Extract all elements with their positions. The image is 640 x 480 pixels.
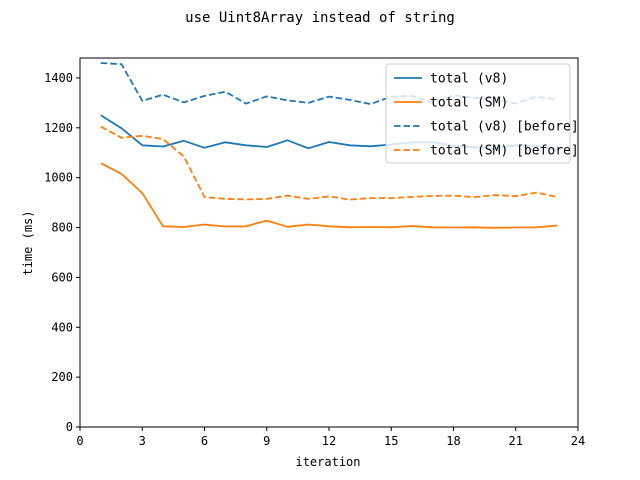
y-tick-label: 1000 — [44, 171, 73, 185]
x-tick-label: 18 — [446, 434, 460, 448]
series-line-2 — [100, 62, 558, 105]
x-tick-label: 0 — [76, 434, 83, 448]
y-tick-label: 0 — [66, 420, 73, 434]
y-tick-label: 1400 — [44, 71, 73, 85]
legend-label-0: total (v8) — [430, 72, 508, 87]
x-tick-label: 15 — [384, 434, 398, 448]
y-tick-label: 400 — [51, 320, 73, 334]
x-tick-label: 9 — [263, 434, 270, 448]
legend-label-2: total (v8) [before] — [430, 120, 579, 135]
x-tick-label: 6 — [201, 434, 208, 448]
legend: total (v8) total (SM) total (v8) [before] t… — [385, 63, 579, 164]
series-line-1 — [100, 162, 558, 229]
x-tick-label: 3 — [139, 434, 146, 448]
y-axis-label: time (ms) — [21, 210, 35, 275]
y-tick-label: 600 — [51, 270, 73, 284]
legend-label-3: total (SM) [before] — [430, 144, 579, 159]
y-tick-label: 200 — [51, 370, 73, 384]
legend-box — [385, 63, 571, 164]
plot-area: 0 3 6 9 12 15 18 21 24 0 200 400 600 800 1000 1200 1400 — [44, 57, 585, 448]
y-tick-label: 1200 — [44, 121, 73, 135]
x-tick-label: 12 — [322, 434, 336, 448]
legend-label-1: total (SM) — [430, 96, 508, 111]
y-tick-label: 800 — [51, 221, 73, 235]
x-tick-label: 24 — [571, 434, 585, 448]
x-axis-label: iteration — [295, 455, 360, 469]
chart-title: use Uint8Array instead of string — [185, 10, 455, 26]
x-tick-label: 21 — [509, 434, 523, 448]
